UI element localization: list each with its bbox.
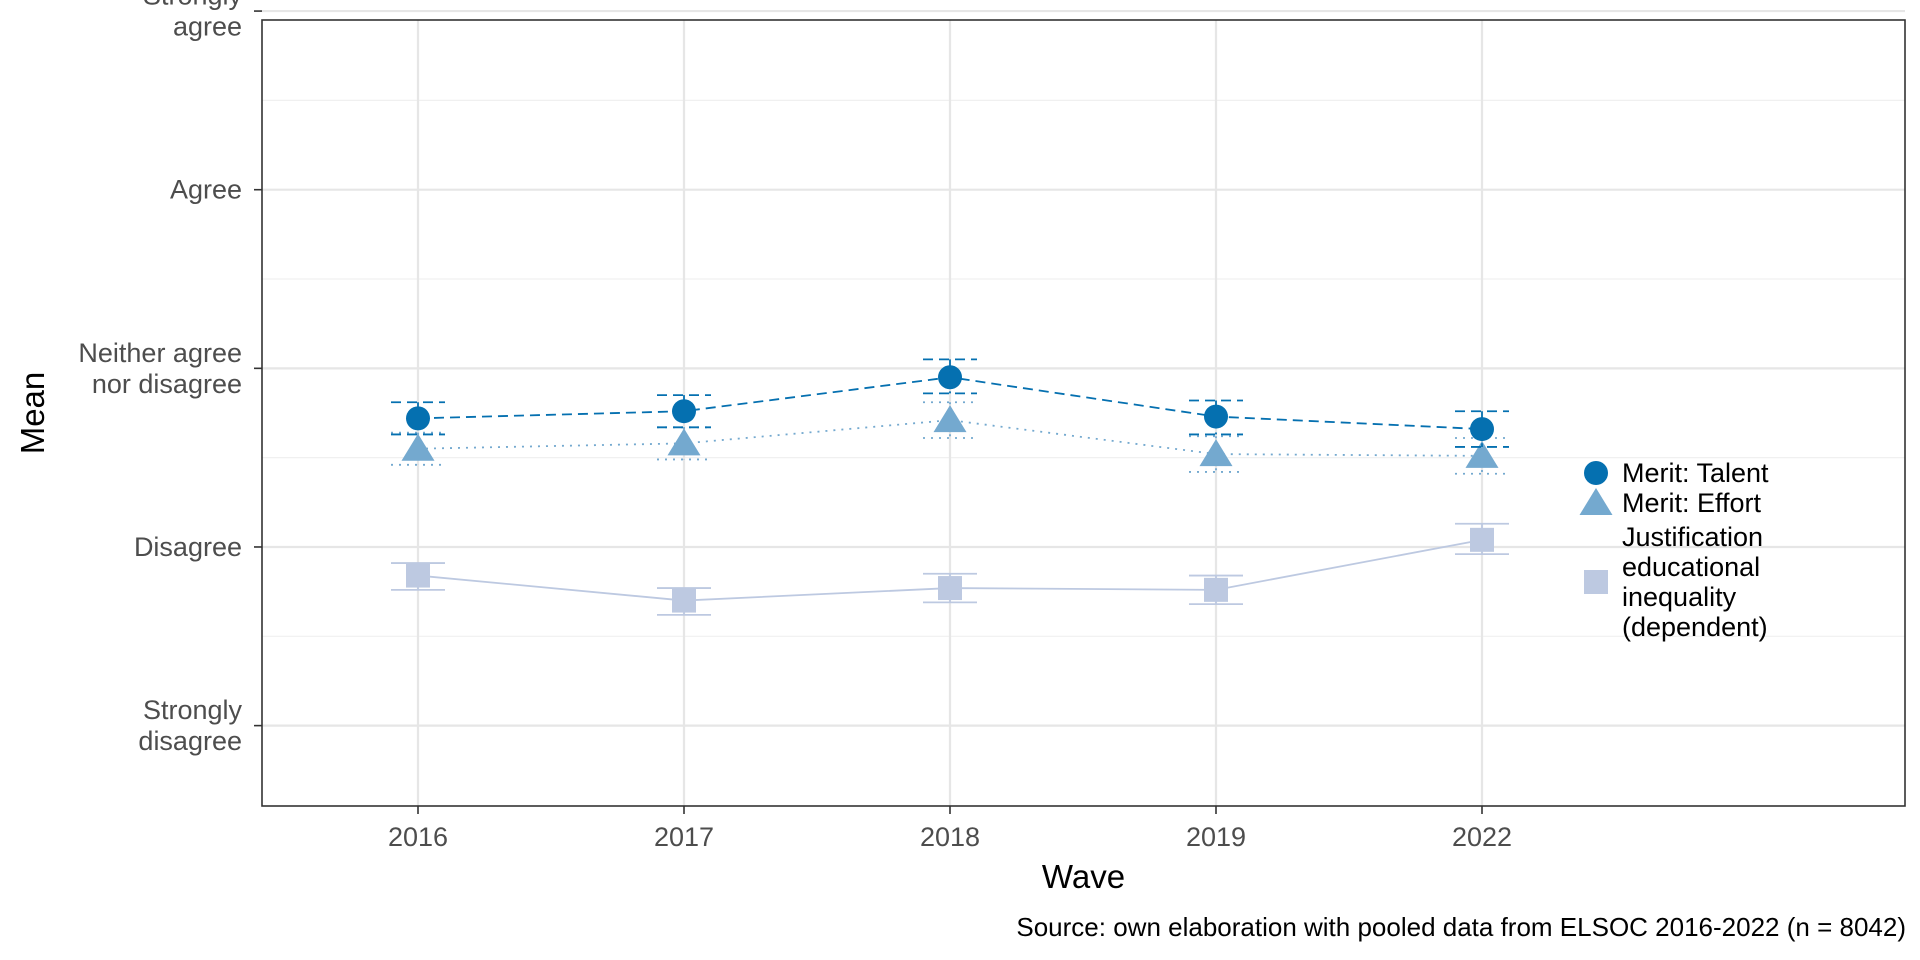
legend-label-line: educational [1622, 552, 1760, 582]
data-point [406, 563, 430, 588]
source-caption: Source: own elaboration with pooled data… [1016, 912, 1906, 942]
legend-label-line: Merit: Effort [1622, 488, 1762, 518]
series-square [391, 522, 1509, 616]
x-tick-label: 2018 [920, 822, 980, 852]
data-point [938, 365, 962, 390]
y-tick-label: Strongly disagree [138, 695, 242, 756]
data-point [1470, 417, 1494, 442]
data-point [667, 428, 701, 456]
x-tick-label: 2017 [654, 822, 714, 852]
y-tick-label-line: Disagree [134, 532, 242, 562]
legend-entry: Justification educational inequality (depen… [1584, 522, 1768, 642]
x-tick-label: 2019 [1186, 822, 1246, 852]
legend-label-line: inequality [1622, 582, 1737, 612]
data-point [672, 399, 696, 424]
y-tick-label-line: agree [173, 12, 242, 42]
data-point [1204, 577, 1228, 602]
legend-key [1584, 461, 1608, 485]
x-tick-label: 2016 [388, 822, 448, 852]
y-tick-label: Disagree [134, 532, 242, 562]
grid [262, 9, 1905, 806]
data-point [1199, 439, 1233, 467]
legend-label: Merit: Talent [1622, 458, 1769, 488]
data-point [933, 405, 967, 433]
data-point [938, 576, 962, 601]
series-line [417, 419, 1483, 457]
x-axis-title: Wave [1042, 858, 1125, 895]
data-point [406, 406, 430, 431]
plot-border [261, 19, 1906, 807]
x-tick-label: 2022 [1452, 822, 1512, 852]
y-tick-label: Stronglyagree [143, 0, 243, 42]
series-triangle [391, 401, 1509, 475]
y-tick-label: Neither agree nor disagree [78, 338, 242, 399]
y-axis-title: Mean [14, 372, 51, 455]
data-point [672, 588, 696, 613]
legend-label-line: (dependent) [1622, 612, 1768, 642]
y-tick-label-line: nor disagree [92, 369, 242, 399]
legend-label-line: Justification [1622, 522, 1763, 552]
y-tick-label: Agree [170, 175, 242, 205]
legend-label: Justification educational inequality (depen… [1622, 522, 1768, 642]
y-tick-label-line: Agree [170, 175, 242, 205]
legend-label: Merit: Effort [1622, 488, 1762, 518]
y-tick-label-line: Neither agree [78, 338, 242, 368]
y-tick-label-line: Strongly [143, 0, 243, 11]
legend-key [1584, 570, 1608, 594]
data-point [1465, 440, 1499, 468]
plot-panel [261, 19, 1906, 807]
legend-entry: Merit: Effort [1579, 488, 1762, 518]
y-tick-label-line: disagree [138, 726, 242, 756]
series-circle [391, 358, 1509, 448]
data-point [1204, 404, 1228, 429]
y-tick-label-line: Strongly [143, 695, 243, 725]
legend-entry: Merit: Talent [1584, 458, 1769, 488]
legend-key [1579, 488, 1613, 515]
series-layer [391, 358, 1509, 616]
legend-label-line: Merit: Talent [1622, 458, 1769, 488]
data-point [1470, 527, 1494, 552]
data-point [401, 433, 435, 461]
